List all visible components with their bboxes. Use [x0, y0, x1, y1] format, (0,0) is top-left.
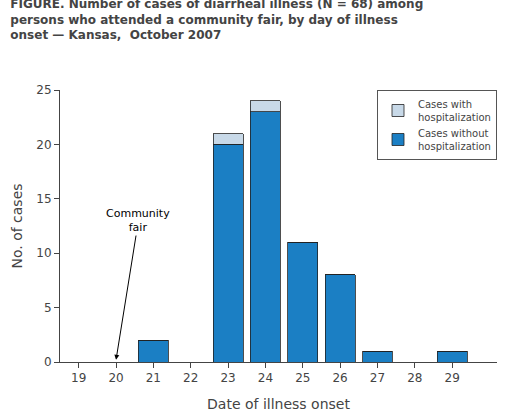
svg-text:0: 0	[44, 355, 52, 369]
svg-text:27: 27	[370, 371, 385, 385]
svg-text:Cases withouthospitalization: Cases withouthospitalization	[418, 128, 491, 152]
svg-text:No. of cases: No. of cases	[9, 183, 25, 268]
svg-text:Date of illness onset: Date of illness onset	[207, 396, 350, 412]
svg-text:20: 20	[108, 371, 123, 385]
svg-text:29: 29	[445, 371, 460, 385]
svg-text:22: 22	[183, 371, 198, 385]
svg-text:28: 28	[407, 371, 422, 385]
svg-text:26: 26	[332, 371, 347, 385]
svg-text:19: 19	[71, 371, 86, 385]
svg-text:FIGURE. Number of cases of dia: FIGURE. Number of cases of diarrheal ill…	[10, 0, 423, 42]
svg-text:10: 10	[36, 246, 51, 260]
svg-text:Communityfair: Communityfair	[106, 207, 170, 234]
svg-text:Cases withhospitalization: Cases withhospitalization	[418, 99, 491, 123]
svg-text:15: 15	[36, 192, 51, 206]
svg-text:24: 24	[258, 371, 273, 385]
svg-text:25: 25	[36, 83, 51, 97]
svg-text:5: 5	[44, 301, 52, 315]
svg-text:25: 25	[295, 371, 310, 385]
svg-text:23: 23	[220, 371, 235, 385]
svg-text:21: 21	[146, 371, 161, 385]
svg-text:20: 20	[36, 138, 51, 152]
